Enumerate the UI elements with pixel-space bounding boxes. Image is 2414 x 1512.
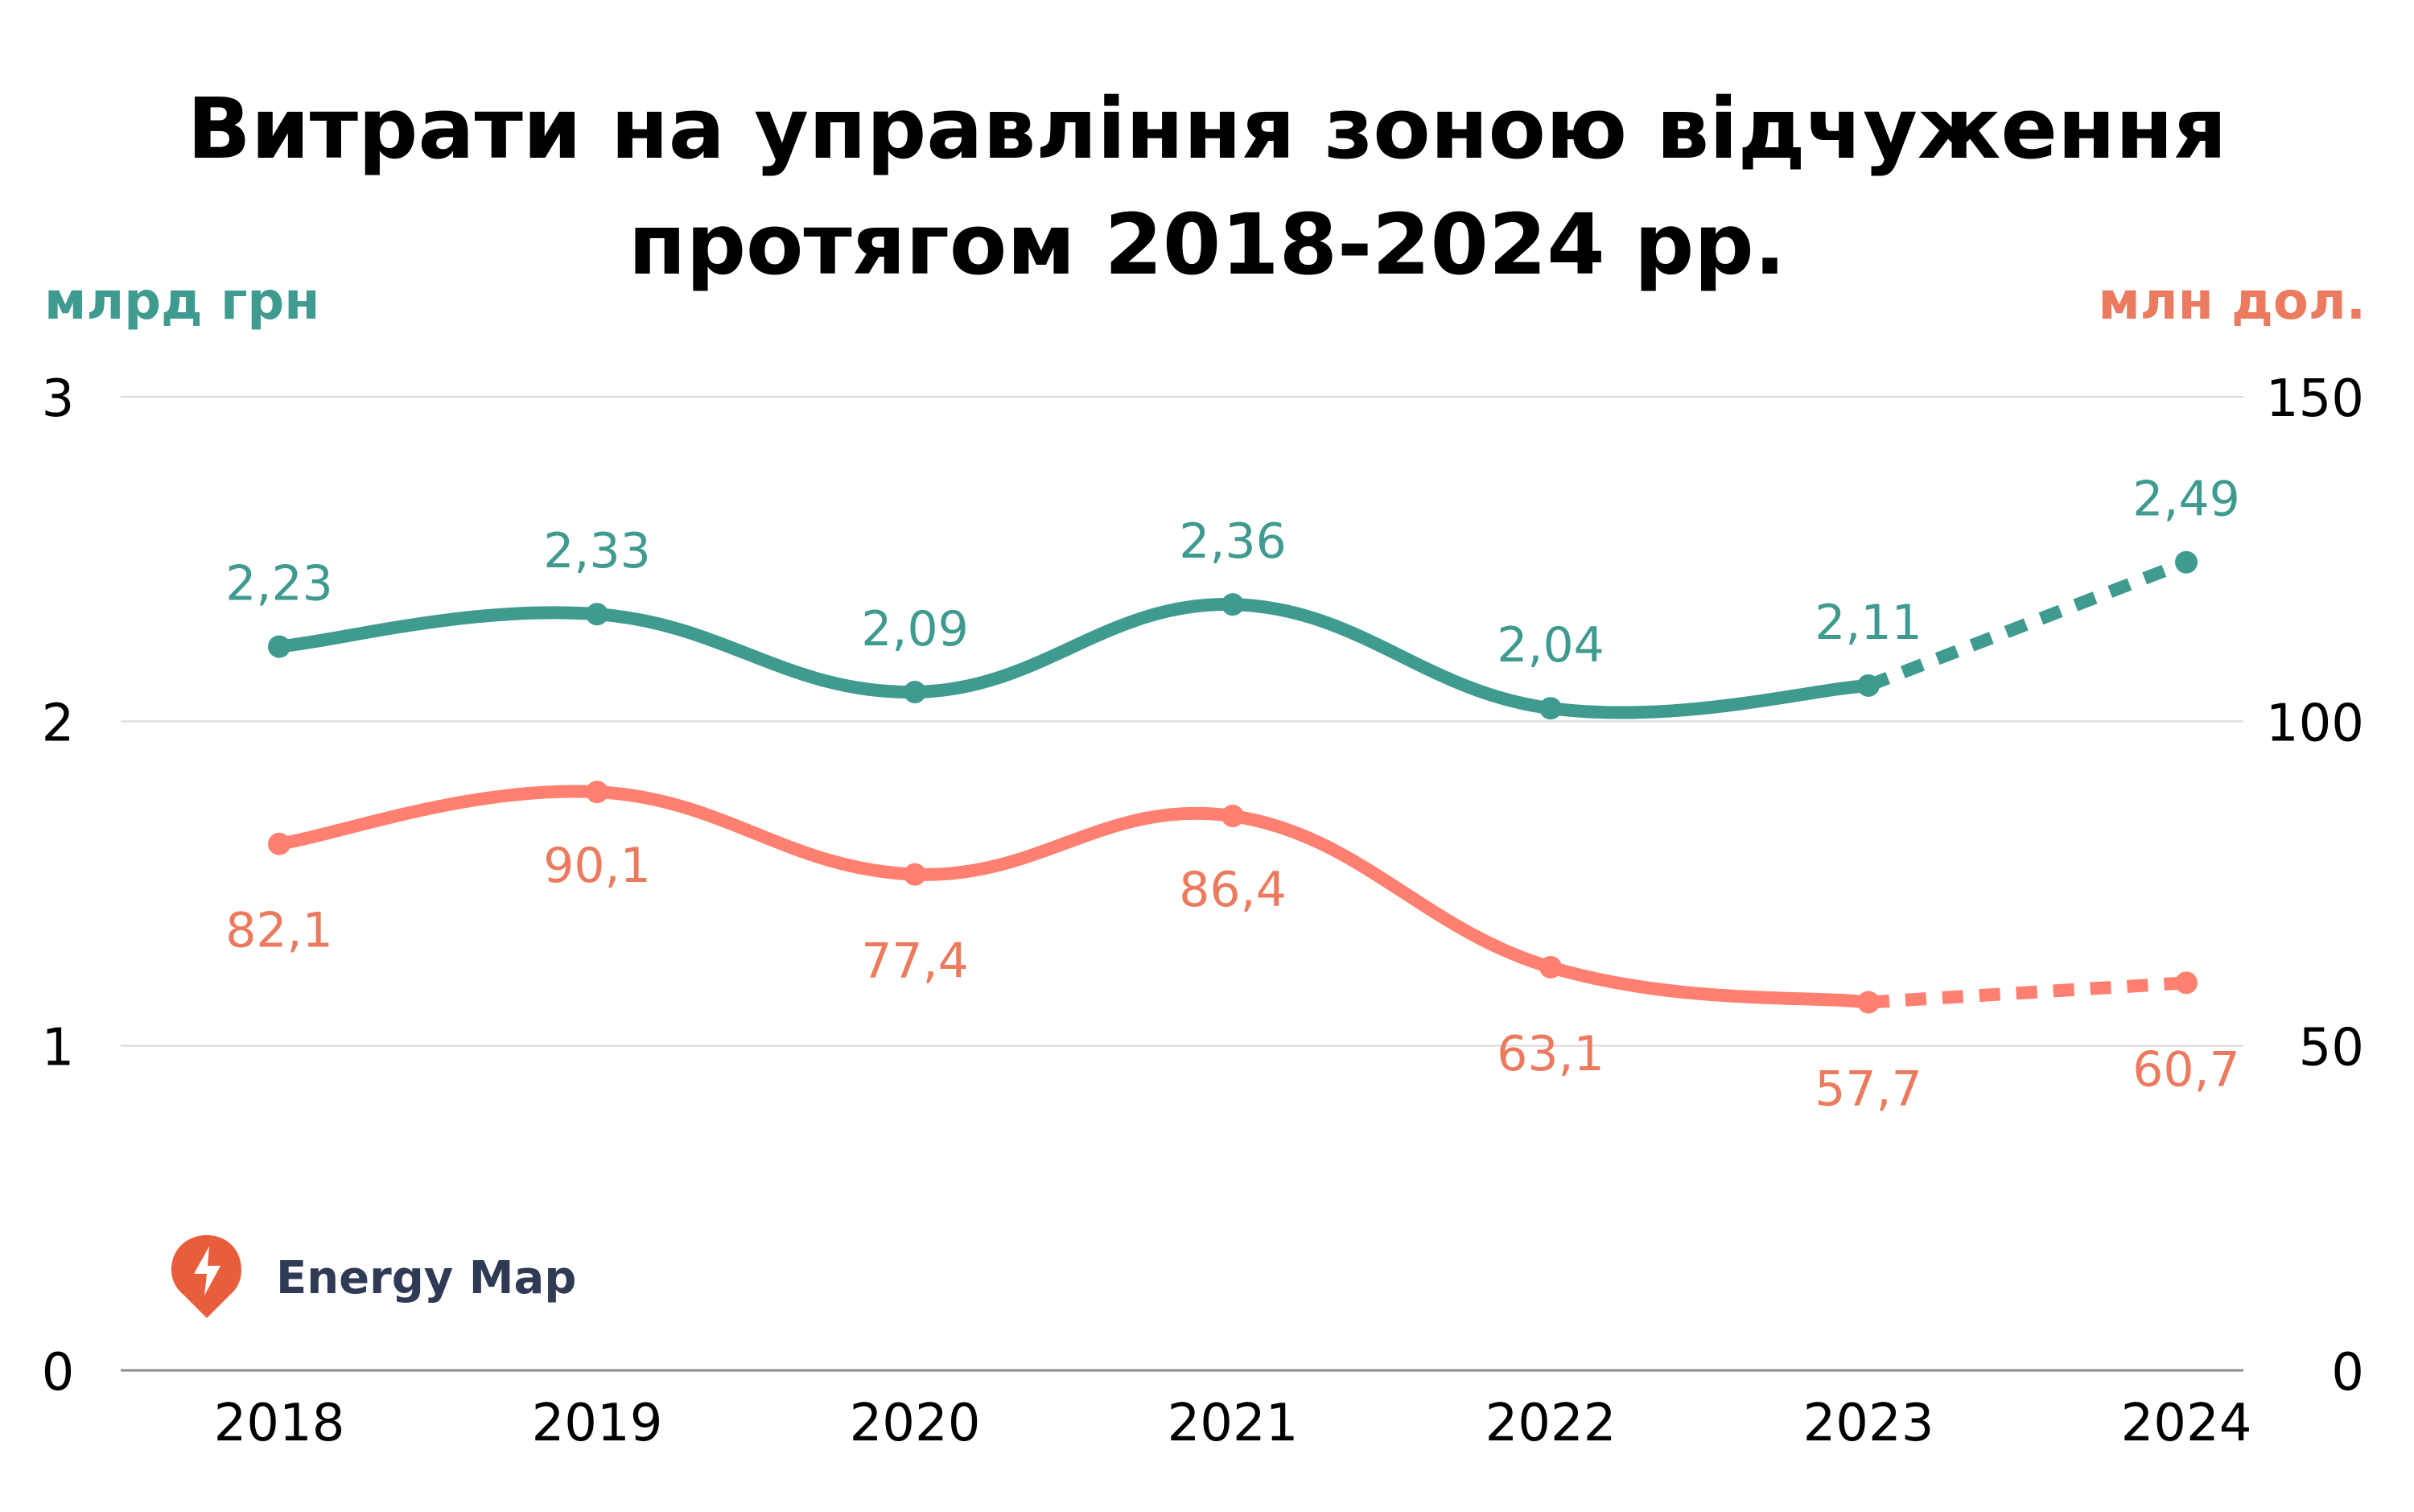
data-label: 2,04 [1497, 617, 1605, 674]
series-group: 2,23 2,33 2,09 2,36 2,04 2,11 2,49 82,1 90,1 77,4… [225, 472, 2240, 1118]
left-tick-label: 3 [42, 369, 75, 429]
right-tick-label: 100 [2266, 694, 2364, 753]
data-label: 2,33 [543, 523, 651, 579]
data-point [904, 681, 926, 704]
series-line-dashed [1868, 976, 2187, 1009]
x-tick-label: 2023 [1803, 1394, 1934, 1453]
data-label: 57,7 [1815, 1061, 1922, 1118]
chart-title-line-1: Витрати на управління зоною відчуження [187, 80, 2227, 178]
left-tick-label: 0 [42, 1343, 75, 1403]
data-point [586, 781, 608, 804]
x-tick-label: 2022 [1485, 1394, 1617, 1453]
series-line-solid [273, 785, 1875, 1009]
x-tick-label: 2018 [214, 1394, 345, 1453]
data-label: 2,11 [1815, 595, 1922, 651]
data-point [1539, 955, 1562, 978]
x-tick-label: 2024 [2121, 1394, 2252, 1453]
left-axis-label: млрд грн [44, 272, 319, 332]
x-tick-label: 2020 [850, 1394, 981, 1453]
data-point [268, 832, 290, 855]
series-line-solid [273, 598, 1875, 719]
left-tick-label: 1 [42, 1019, 75, 1078]
left-tick-label: 2 [42, 694, 75, 753]
x-axis-ticks: 2018 2019 2020 2021 2022 2023 2024 [214, 1394, 2252, 1453]
brand-name: Energy Map [276, 1252, 576, 1304]
data-point [586, 603, 608, 626]
data-point [2175, 971, 2198, 995]
right-tick-label: 50 [2299, 1019, 2364, 1078]
data-point [1857, 991, 1880, 1014]
x-tick-label: 2019 [532, 1394, 663, 1453]
right-tick-label: 150 [2266, 369, 2364, 429]
data-point [904, 863, 926, 886]
data-point [268, 635, 290, 658]
right-axis-label: млн дол. [2098, 272, 2366, 332]
data-label: 63,1 [1497, 1026, 1605, 1082]
data-label: 77,4 [861, 933, 969, 990]
data-label: 2,23 [225, 556, 333, 612]
data-label: 2,09 [861, 601, 969, 657]
data-point [1221, 593, 1244, 616]
series-usd-mn: 82,1 90,1 77,4 86,4 63,1 57,7 60,7 [225, 781, 2240, 1118]
data-label: 90,1 [543, 838, 651, 894]
data-label: 82,1 [225, 903, 333, 959]
data-label: 2,36 [1179, 513, 1287, 570]
data-point [2175, 550, 2198, 574]
gridlines [121, 396, 2243, 1372]
data-point [1221, 805, 1244, 828]
data-label: 86,4 [1179, 862, 1287, 918]
right-axis-ticks: 0 50 100 150 [2266, 369, 2364, 1403]
data-point [1857, 674, 1880, 697]
series-uah-bn: 2,23 2,33 2,09 2,36 2,04 2,11 2,49 [225, 472, 2240, 720]
x-tick-label: 2021 [1168, 1394, 1299, 1453]
data-point [1539, 697, 1562, 720]
left-axis-ticks: 0 1 2 3 [42, 369, 75, 1403]
series-line-dashed [1866, 556, 2189, 692]
chart-title-line-2: протягом 2018-2024 рр. [628, 196, 1786, 294]
right-tick-label: 0 [2331, 1343, 2364, 1403]
data-label: 2,49 [2132, 472, 2240, 528]
data-label: 60,7 [2132, 1041, 2240, 1098]
lightning-pin-icon [171, 1235, 241, 1318]
energy-map-logo: Energy Map [171, 1235, 576, 1318]
